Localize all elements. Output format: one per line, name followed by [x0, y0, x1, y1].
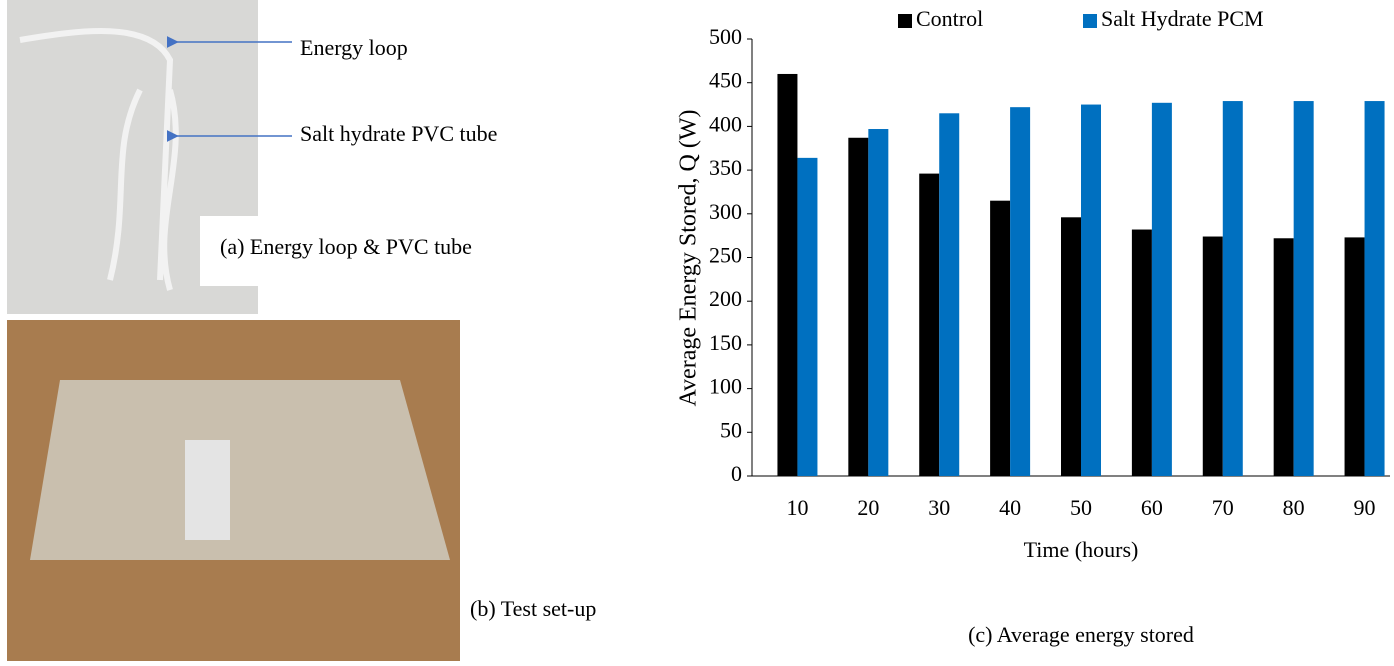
- bar: [777, 74, 797, 476]
- y-tick-label: 500: [709, 24, 742, 49]
- photo-label: Energy loop: [300, 35, 408, 60]
- figure: Energy loop Salt hydrate PVC tube (a) En…: [0, 0, 1394, 661]
- y-tick-label: 100: [709, 374, 742, 399]
- photo-label: Salt hydrate PVC tube: [300, 121, 497, 146]
- x-tick-label: 60: [1141, 495, 1163, 520]
- x-tick-label: 90: [1354, 495, 1376, 520]
- legend-label: Salt Hydrate PCM: [1101, 6, 1264, 31]
- x-tick-label: 10: [786, 495, 808, 520]
- bar: [1203, 237, 1223, 476]
- y-tick-label: 150: [709, 330, 742, 355]
- y-tick-label: 50: [720, 417, 742, 442]
- bar: [1365, 101, 1385, 476]
- legend-label: Control: [916, 6, 983, 31]
- bar: [868, 129, 888, 476]
- bar: [939, 113, 959, 476]
- caption: (c) Average energy stored: [968, 622, 1194, 647]
- y-tick-label: 450: [709, 68, 742, 93]
- x-tick-label: 40: [999, 495, 1021, 520]
- x-axis-label: Time (hours): [1024, 537, 1139, 562]
- bar: [1152, 103, 1172, 476]
- y-tick-label: 300: [709, 199, 742, 224]
- y-tick-label: 350: [709, 155, 742, 180]
- bar: [797, 158, 817, 476]
- bar: [990, 201, 1010, 476]
- x-tick-label: 20: [857, 495, 879, 520]
- box-interior: [30, 380, 450, 560]
- y-tick-label: 400: [709, 111, 742, 136]
- bar: [1010, 107, 1030, 476]
- bar: [1345, 237, 1365, 476]
- y-axis-label: Average Energy Stored, Q (W): [676, 110, 702, 407]
- x-tick-label: 50: [1070, 495, 1092, 520]
- y-tick-label: 250: [709, 243, 742, 268]
- caption: (a) Energy loop & PVC tube: [220, 234, 472, 259]
- bar: [1294, 101, 1314, 476]
- x-tick-label: 70: [1212, 495, 1234, 520]
- x-tick-label: 30: [928, 495, 950, 520]
- bar: [1132, 230, 1152, 476]
- caption: (b) Test set-up: [470, 596, 596, 621]
- bar: [1274, 238, 1294, 476]
- bar: [848, 138, 868, 476]
- bar: [1081, 105, 1101, 476]
- cylinder: [185, 440, 230, 540]
- y-tick-label: 200: [709, 286, 742, 311]
- x-tick-label: 80: [1283, 495, 1305, 520]
- y-tick-label: 0: [731, 461, 742, 486]
- bar: [1061, 217, 1081, 476]
- legend-swatch: [1083, 14, 1097, 28]
- bar: [1223, 101, 1243, 476]
- legend-swatch: [898, 14, 912, 28]
- bar: [919, 174, 939, 476]
